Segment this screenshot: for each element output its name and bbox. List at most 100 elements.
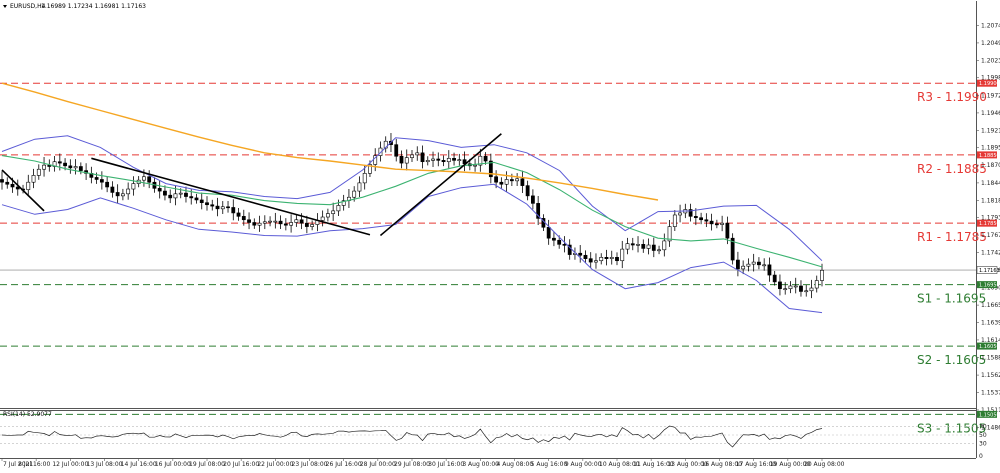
current-price-tag [976, 266, 998, 274]
candle-body [404, 157, 409, 164]
y-tick-label: 1.20745 [981, 23, 1000, 30]
candle-body [630, 243, 635, 246]
level-label-r3: R3 - 1.1990 [917, 90, 987, 104]
x-tick-label: 13 Jul 08:00 [87, 461, 123, 468]
candle-body [609, 257, 614, 259]
candle-body [646, 244, 651, 249]
level-tag-text-r2: 1.18850 [979, 153, 1000, 159]
candle-body [215, 205, 220, 210]
level-tag-s2 [977, 342, 997, 350]
candle-body [115, 192, 120, 197]
y-tick-label: 1.16140 [981, 337, 1000, 344]
y-tick-label: 1.15625 [981, 372, 1000, 379]
y-tick-label: 1.20235 [981, 57, 1000, 64]
candle-body [667, 226, 672, 242]
candle-body [262, 221, 267, 224]
x-tick-label: 12 Jul 00:00 [52, 461, 88, 468]
candle-body [42, 164, 46, 170]
candle-body [425, 160, 430, 163]
candle-body [788, 285, 793, 290]
candle-body [599, 257, 604, 262]
candle-body [688, 209, 693, 217]
candle-body [699, 217, 704, 221]
candle-body [420, 152, 425, 163]
candle-body [247, 219, 251, 223]
candle-body [147, 176, 152, 183]
trendline [379, 133, 502, 237]
y-tick-label: 1.17675 [981, 232, 1000, 239]
y-tick-label: 1.17420 [981, 250, 1000, 257]
candle-body [236, 212, 241, 217]
candle-body [604, 257, 609, 259]
candlesticks [0, 133, 824, 299]
candle-body [515, 178, 520, 182]
x-tick-label: 10 Aug 08:00 [599, 461, 640, 468]
candle-body [767, 264, 772, 276]
candle-body [546, 226, 551, 239]
level-tag-r2 [977, 151, 997, 159]
candle-body [488, 160, 493, 178]
indicator-overlays [1, 82, 823, 314]
y-tick-label: 1.16650 [981, 302, 1000, 309]
y-tick-label: 1.19465 [981, 110, 1000, 117]
candle-body [168, 194, 173, 199]
x-tick-label: 20 Aug 08:00 [804, 461, 845, 468]
x-tick-label: 26 Jul 16:00 [326, 461, 362, 468]
candle-body [36, 168, 41, 176]
level-tag-text-r3: 1.19900 [979, 81, 1000, 87]
level-tag-text-r1: 1.17850 [979, 221, 1000, 227]
x-tick-label: 16 Aug 08:00 [702, 461, 743, 468]
level-label-r2: R2 - 1.1885 [917, 162, 987, 176]
candle-body [142, 176, 146, 181]
candle-body [709, 220, 714, 225]
candle-body [799, 285, 803, 292]
candle-body [473, 164, 477, 167]
level-tag-r3 [977, 79, 997, 87]
x-tick-label: 19 Aug 00:00 [770, 461, 811, 468]
candle-body [289, 222, 294, 226]
candle-body [257, 222, 262, 226]
candle-body [757, 261, 761, 266]
candle-body [478, 155, 483, 166]
candle-body [804, 290, 809, 293]
candle-body [762, 264, 767, 267]
x-tick-label: 17 Aug 16:00 [736, 461, 777, 468]
candle-body [78, 166, 83, 171]
level-tag-text-s2: 1.16050 [979, 344, 1000, 350]
x-tick-label: 5 Aug 16:00 [531, 461, 568, 468]
candle-body [325, 213, 330, 218]
level-label-s2: S2 - 1.1605 [917, 353, 986, 367]
candle-body [494, 176, 499, 183]
candle-body [320, 216, 325, 221]
candle-body [352, 190, 357, 198]
candle-body [120, 193, 125, 197]
ohlc-readout: 1.16989 1.17234 1.16981 1.17163 [41, 3, 146, 10]
x-tick-label: 19 Jul 08:00 [189, 461, 225, 468]
x-tick-label: 4 Aug 08:00 [497, 461, 534, 468]
rsi-tick-label: 50 [979, 432, 987, 439]
candle-body [362, 173, 367, 184]
candle-body [178, 192, 183, 195]
candle-body [294, 219, 299, 223]
candle-body [99, 179, 104, 183]
moving-average-mid-line [1, 155, 823, 268]
candle-body [210, 204, 215, 207]
candle-body [588, 258, 593, 263]
candle-body [110, 186, 115, 193]
rsi-line [1, 425, 823, 448]
candle-body [5, 181, 10, 185]
candle-body [268, 220, 272, 223]
candle-body [704, 219, 709, 222]
level-tag-s3 [977, 410, 997, 418]
candle-body [520, 178, 525, 186]
candle-body [457, 159, 462, 161]
chevron-down-icon[interactable] [3, 5, 7, 8]
candle-body [714, 223, 719, 226]
candle-body [226, 206, 230, 209]
candle-body [336, 205, 341, 212]
candle-body [26, 181, 31, 191]
trendline [91, 157, 371, 236]
candle-body [94, 177, 99, 180]
